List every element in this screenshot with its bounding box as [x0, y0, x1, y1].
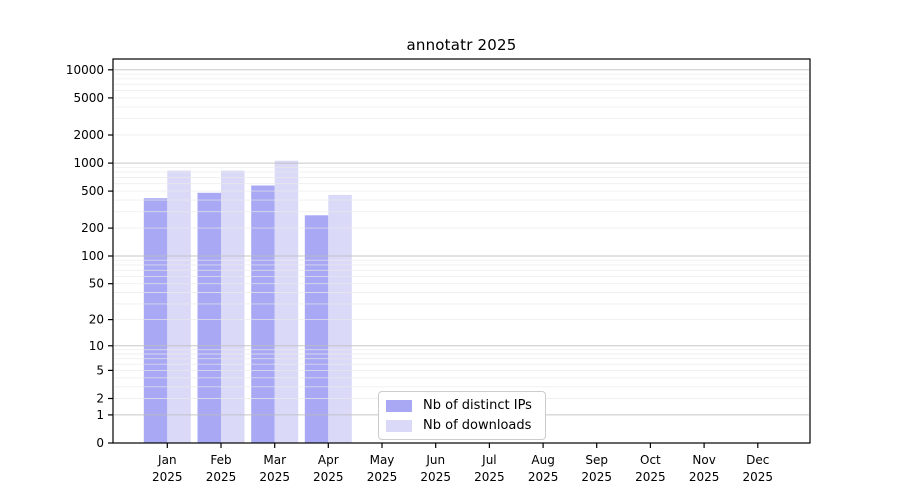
- legend-swatch-distinct-ips: [386, 399, 412, 412]
- x-axis: Jan 2025 Feb 2025 Mar 2025 Apr 2025 May 2025 Jun 20…: [152, 443, 773, 484]
- y-tick-label: 1000: [73, 156, 104, 170]
- y-tick-label: 200: [81, 221, 104, 235]
- x-tick-label: Sep 2025: [581, 453, 612, 484]
- legend-swatch-downloads: [386, 419, 412, 432]
- legend-item-distinct-ips: Nb of distinct IPs: [386, 398, 537, 413]
- y-tick-label: 0: [96, 436, 104, 450]
- bar-downloads-mar: [274, 160, 299, 443]
- y-tick-label: 2: [96, 392, 104, 406]
- bar-distinct-ips-apr: [304, 215, 329, 443]
- y-tick-label: 10: [89, 339, 104, 353]
- y-tick-label: 500: [81, 184, 104, 198]
- y-tick-label: 20: [89, 313, 104, 327]
- x-tick-label: Jul 2025: [474, 453, 505, 484]
- legend: Nb of distinct IPs Nb of downloads: [378, 391, 546, 440]
- bar-downloads-apr: [328, 194, 352, 443]
- chart-title: annotatr 2025: [406, 36, 517, 54]
- y-tick-label: 1: [96, 408, 104, 422]
- x-tick-label: Mar 2025: [259, 453, 290, 484]
- x-tick-label: Feb 2025: [206, 453, 237, 484]
- y-tick-label: 5: [96, 363, 104, 377]
- bar-distinct-ips-mar: [251, 185, 275, 443]
- legend-item-downloads: Nb of downloads: [386, 418, 537, 433]
- x-tick-label: Jun 2025: [420, 453, 451, 484]
- x-tick-label: Apr 2025: [313, 453, 344, 484]
- bars-layer: [143, 160, 352, 443]
- gridlines-layer: [114, 69, 809, 416]
- axes-frame: [112, 58, 811, 444]
- y-tick-label: 50: [89, 277, 104, 291]
- bar-distinct-ips-jan: [143, 198, 168, 443]
- legend-label-downloads: Nb of downloads: [423, 418, 532, 433]
- legend-label-distinct-ips: Nb of distinct IPs: [423, 398, 532, 413]
- x-tick-label: May 2025: [367, 453, 398, 484]
- x-tick-label: Oct 2025: [635, 453, 666, 484]
- x-tick-label: Dec 2025: [743, 453, 774, 484]
- y-tick-label: 2000: [73, 128, 104, 142]
- x-tick-label: Jan 2025: [152, 453, 183, 484]
- y-tick-label: 10000: [66, 63, 104, 77]
- x-tick-label: Aug 2025: [528, 453, 559, 484]
- bar-downloads-jan: [167, 170, 191, 443]
- bar-distinct-ips-feb: [197, 192, 221, 443]
- y-tick-label: 100: [81, 249, 104, 263]
- x-tick-label: Nov 2025: [689, 453, 720, 484]
- y-axis: 0 1 2 5 10 20 50 100 200 500 1000 2000 5000 10000: [66, 63, 113, 450]
- y-tick-label: 5000: [73, 91, 104, 105]
- bar-downloads-feb: [221, 170, 245, 443]
